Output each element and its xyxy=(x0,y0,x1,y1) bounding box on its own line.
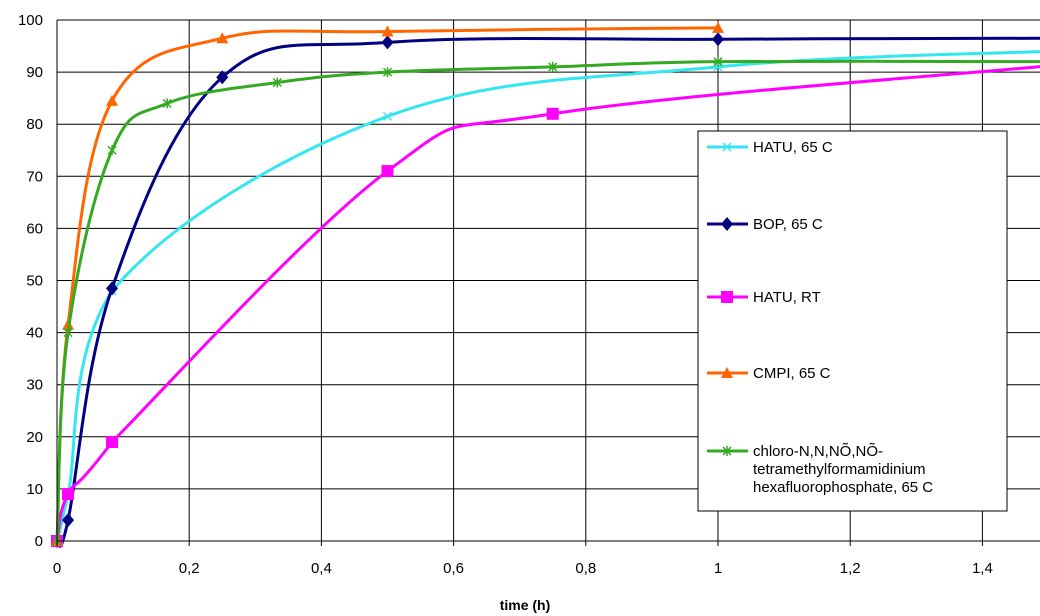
data-point xyxy=(62,488,74,500)
x-tick-label: 0,8 xyxy=(575,560,596,577)
y-tick-label: 0 xyxy=(35,533,43,550)
data-point xyxy=(382,165,394,177)
x-tick-label: 1 xyxy=(714,560,722,577)
data-point xyxy=(106,436,118,448)
data-point xyxy=(721,291,733,303)
x-tick-label: 1,4 xyxy=(972,560,993,577)
y-tick-label: 100 xyxy=(18,12,43,29)
y-tick-label: 70 xyxy=(26,168,43,185)
legend-label: CMPI, 65 C xyxy=(753,365,831,382)
x-axis-label: time (h) xyxy=(500,597,551,613)
x-tick-label: 0,6 xyxy=(443,560,464,577)
y-tick-label: 50 xyxy=(26,273,43,290)
x-tick-label: 0 xyxy=(53,560,61,577)
legend-label: HATU, 65 C xyxy=(753,139,833,156)
y-tick-label: 30 xyxy=(26,377,43,394)
y-tick-label: 60 xyxy=(26,220,43,237)
y-tick-label: 10 xyxy=(26,481,43,498)
y-tick-label: 90 xyxy=(26,64,43,81)
legend-label: BOP, 65 C xyxy=(753,216,823,233)
x-tick-label: 1,2 xyxy=(840,560,861,577)
y-tick-label: 20 xyxy=(26,429,43,446)
legend-label: HATU, RT xyxy=(753,289,821,306)
x-tick-label: 0,4 xyxy=(311,560,332,577)
y-tick-label: 40 xyxy=(26,325,43,342)
data-point xyxy=(547,108,559,120)
y-tick-label: 80 xyxy=(26,116,43,133)
x-tick-label: 0,2 xyxy=(179,560,200,577)
